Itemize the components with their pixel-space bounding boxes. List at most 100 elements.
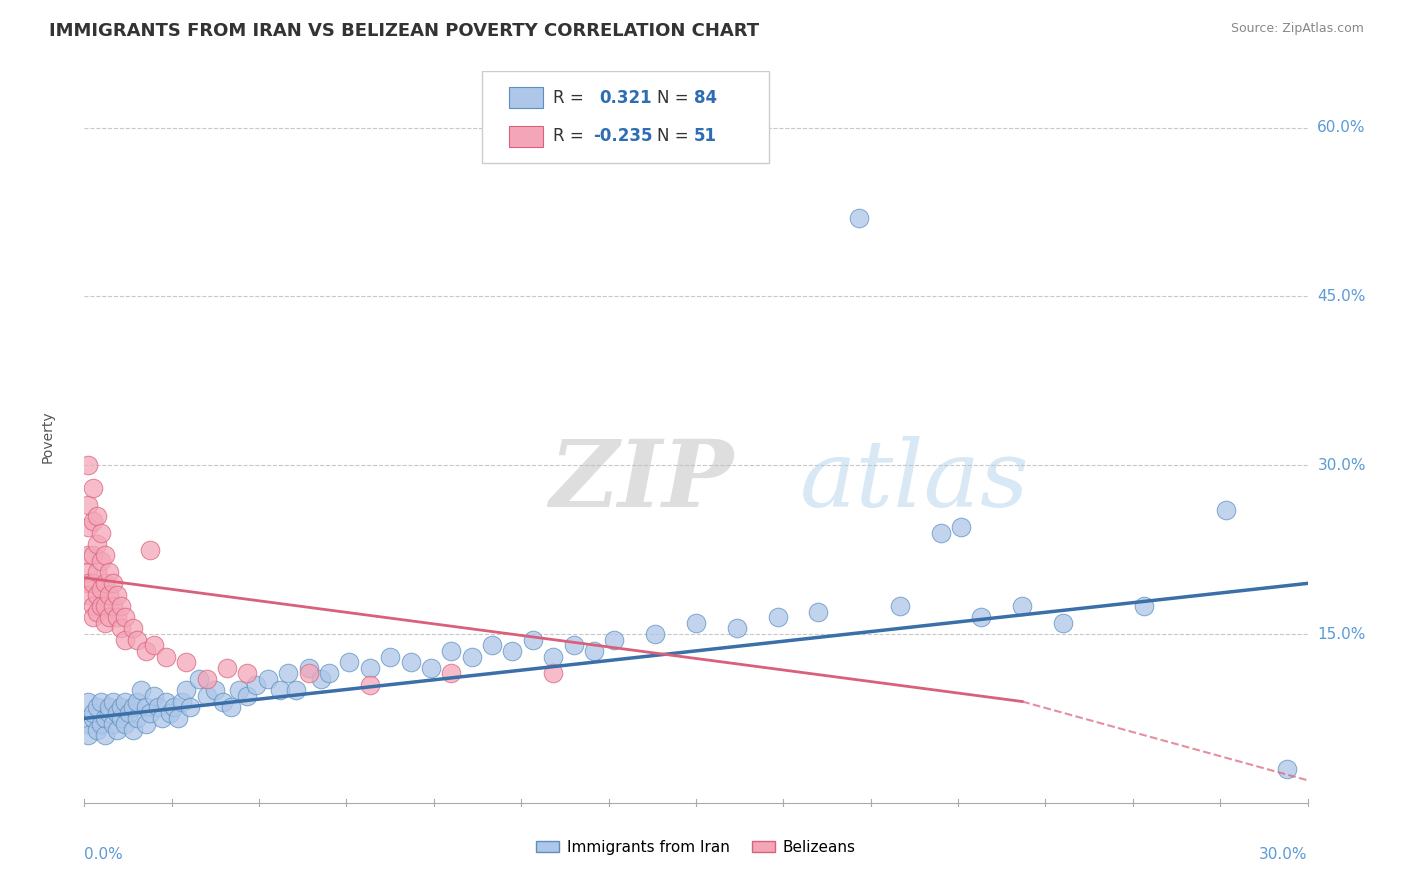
Point [77,520,100,534]
Point [142,638,165,652]
Point [86,537,108,551]
Point [77,694,100,708]
Point [93,728,115,742]
Point [101,599,124,613]
Point [562,638,585,652]
Point [309,672,332,686]
Point [93,548,115,562]
Point [138,542,160,557]
Point [82,576,104,591]
Point [77,717,100,731]
Point [135,644,157,658]
Point [725,621,748,635]
Point [127,711,149,725]
Point [163,700,186,714]
Point [187,672,209,686]
Point [380,649,402,664]
Point [101,717,124,731]
Text: N =: N = [657,128,693,145]
Point [93,599,115,613]
Point [236,666,259,681]
Point [1215,503,1237,517]
Point [122,723,145,737]
Point [82,610,104,624]
Point [167,711,190,725]
Point [195,689,218,703]
Point [77,588,100,602]
Point [118,706,141,720]
Text: 84: 84 [693,88,717,107]
Point [807,605,830,619]
Point [339,655,361,669]
Point [82,548,104,562]
FancyBboxPatch shape [509,126,543,146]
Legend: Immigrants from Iran, Belizeans: Immigrants from Iran, Belizeans [530,834,862,861]
Point [77,728,100,742]
Point [82,515,104,529]
Point [131,683,153,698]
Point [90,694,112,708]
Point [245,678,267,692]
Point [150,711,173,725]
Point [122,621,145,635]
Point [101,576,124,591]
Point [298,666,321,681]
Point [174,683,197,698]
Point [97,565,120,579]
Point [543,649,565,664]
Point [114,717,136,731]
Point [105,706,128,720]
Point [212,694,235,708]
Point [685,615,707,630]
Point [86,700,108,714]
Point [502,644,524,658]
Point [86,565,108,579]
Point [97,706,120,720]
Point [1011,599,1033,613]
Text: Source: ZipAtlas.com: Source: ZipAtlas.com [1230,22,1364,36]
Point [217,661,239,675]
Point [122,700,145,714]
Point [77,576,100,591]
Point [228,683,250,698]
Text: atlas: atlas [800,436,1029,526]
Point [90,554,112,568]
Point [77,565,100,579]
Point [481,638,503,652]
Point [522,632,544,647]
Text: 30.0%: 30.0% [1317,458,1365,473]
Point [90,582,112,596]
Point [82,599,104,613]
Point [359,661,381,675]
Point [114,610,136,624]
Text: R =: R = [553,128,589,145]
Point [97,700,120,714]
Text: R =: R = [553,88,595,107]
Point [359,678,381,692]
Point [204,683,226,698]
Point [110,621,132,635]
Text: 0.321: 0.321 [599,88,652,107]
Point [889,599,911,613]
Point [127,694,149,708]
Point [848,211,870,225]
Point [1277,762,1299,776]
Text: 15.0%: 15.0% [1317,626,1365,641]
Point [269,683,291,698]
Point [90,717,112,731]
Text: Poverty: Poverty [41,411,55,463]
Text: 51: 51 [693,128,717,145]
Point [135,700,157,714]
Point [420,661,443,675]
Point [440,666,463,681]
Point [105,588,128,602]
Point [101,694,124,708]
Point [766,610,789,624]
Text: ZIP: ZIP [550,436,734,526]
Point [135,717,157,731]
Point [105,610,128,624]
Point [142,689,165,703]
Point [86,605,108,619]
Point [461,649,484,664]
Point [159,706,181,720]
